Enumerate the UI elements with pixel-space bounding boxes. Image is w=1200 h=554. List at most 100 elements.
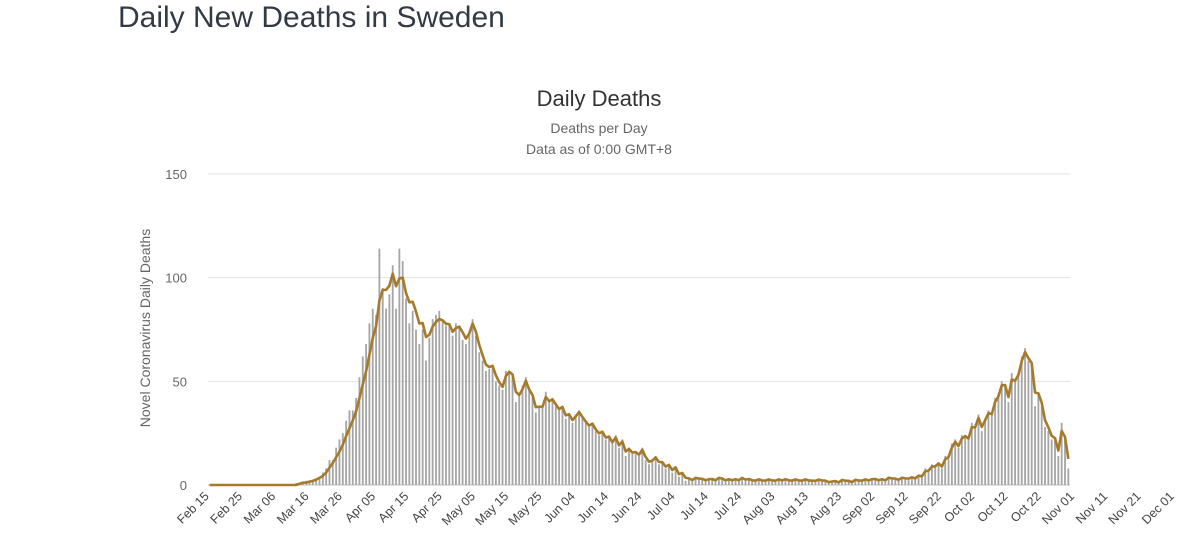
bar bbox=[814, 480, 817, 485]
bar bbox=[524, 377, 527, 485]
bar bbox=[588, 426, 590, 485]
chart-subtitle-2: Data as of 0:00 GMT+8 bbox=[526, 141, 672, 157]
bar bbox=[371, 308, 374, 485]
y-tick-label: 0 bbox=[180, 478, 187, 493]
bar bbox=[777, 478, 780, 485]
bar bbox=[867, 480, 870, 485]
bar bbox=[624, 455, 627, 485]
y-tick-label: 50 bbox=[173, 374, 187, 389]
bar bbox=[484, 370, 487, 485]
bar bbox=[781, 480, 784, 485]
bar bbox=[318, 478, 321, 485]
bar bbox=[401, 261, 404, 485]
bar bbox=[851, 482, 853, 485]
bar bbox=[717, 476, 720, 485]
bar bbox=[395, 308, 397, 485]
bar bbox=[917, 474, 920, 485]
bar bbox=[764, 480, 767, 485]
bar bbox=[578, 410, 581, 485]
bar bbox=[328, 460, 331, 485]
bar bbox=[671, 472, 674, 485]
bar bbox=[378, 248, 381, 485]
bar bbox=[498, 385, 501, 485]
y-axis-label: Novel Coronavirus Daily Deaths bbox=[137, 229, 153, 427]
x-tick-label: Mar 26 bbox=[308, 489, 345, 526]
bar bbox=[604, 439, 607, 485]
bar bbox=[847, 480, 850, 485]
bar bbox=[724, 480, 727, 485]
bar bbox=[694, 476, 697, 485]
bar bbox=[481, 360, 484, 485]
x-tick-label: Sep 02 bbox=[840, 489, 878, 527]
x-tick-label: Apr 05 bbox=[342, 489, 378, 525]
bar bbox=[425, 360, 427, 485]
bar bbox=[727, 478, 730, 485]
bar bbox=[511, 377, 514, 485]
chart-subtitle: Deaths per Day bbox=[550, 120, 647, 136]
bar bbox=[787, 480, 790, 485]
bar bbox=[980, 431, 983, 485]
bar bbox=[950, 443, 953, 485]
bar bbox=[558, 410, 561, 485]
bar bbox=[910, 476, 913, 485]
bar bbox=[574, 414, 577, 485]
bar bbox=[1004, 385, 1007, 485]
bar bbox=[804, 478, 807, 485]
bar bbox=[638, 455, 640, 485]
bar bbox=[461, 339, 464, 485]
bar bbox=[887, 476, 890, 485]
bar bbox=[1067, 468, 1070, 485]
x-tick-label: Nov 11 bbox=[1073, 489, 1110, 526]
bar bbox=[631, 453, 634, 485]
bar bbox=[571, 422, 574, 485]
bar bbox=[801, 480, 803, 485]
bar bbox=[774, 480, 777, 485]
bar bbox=[970, 422, 973, 485]
moving-average bbox=[209, 272, 1070, 487]
bar bbox=[658, 464, 660, 485]
bar bbox=[435, 314, 437, 485]
bar bbox=[315, 478, 318, 485]
bar bbox=[1050, 439, 1053, 485]
bar bbox=[711, 478, 714, 485]
bar bbox=[1027, 360, 1030, 485]
x-tick-label: Feb 15 bbox=[174, 489, 211, 526]
chart-title: Daily Deaths bbox=[537, 86, 662, 111]
bar bbox=[534, 412, 537, 485]
bar bbox=[707, 478, 710, 485]
x-tick-label: Nov 21 bbox=[1106, 489, 1144, 527]
bar bbox=[757, 478, 760, 485]
bar bbox=[621, 439, 624, 485]
bar bbox=[508, 370, 511, 485]
bar bbox=[358, 377, 361, 485]
bar bbox=[754, 480, 757, 485]
bar bbox=[997, 393, 1000, 485]
bar bbox=[827, 482, 830, 485]
bar bbox=[351, 410, 354, 485]
bar bbox=[581, 418, 584, 485]
bar bbox=[831, 480, 833, 485]
page-title: Daily New Deaths in Sweden bbox=[118, 1, 505, 34]
bar bbox=[475, 335, 477, 485]
x-tick-label: Jun 04 bbox=[541, 489, 577, 525]
bar bbox=[688, 478, 690, 485]
bar bbox=[494, 381, 497, 485]
x-tick-label: Jul 04 bbox=[644, 489, 678, 523]
moving-average-line bbox=[209, 272, 1070, 487]
bar bbox=[817, 478, 820, 485]
bar bbox=[704, 480, 707, 485]
bar bbox=[871, 478, 873, 485]
bar bbox=[967, 439, 970, 485]
bar bbox=[974, 426, 977, 485]
bar bbox=[964, 435, 967, 485]
bar bbox=[325, 468, 328, 485]
bar bbox=[990, 414, 993, 485]
bar bbox=[741, 476, 744, 485]
bar bbox=[904, 478, 907, 485]
x-tick-label: Feb 25 bbox=[208, 489, 245, 526]
bar bbox=[841, 478, 843, 485]
x-tick-label: Oct 02 bbox=[941, 489, 977, 525]
x-tick-label: May 25 bbox=[506, 489, 545, 528]
bar bbox=[438, 310, 441, 485]
